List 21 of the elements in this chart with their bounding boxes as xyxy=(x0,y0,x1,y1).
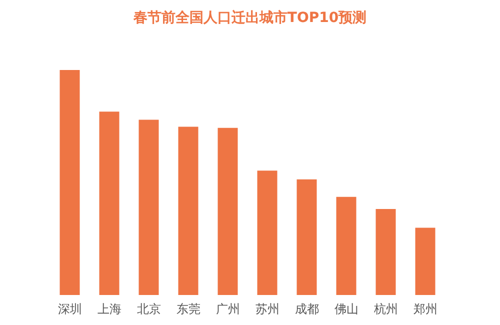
bar xyxy=(138,120,159,295)
bar xyxy=(218,128,238,295)
x-tick-label: 广州 xyxy=(216,302,240,316)
x-tick-label: 郑州 xyxy=(413,302,438,316)
bar xyxy=(257,170,278,295)
x-tick-label: 上海 xyxy=(97,302,122,316)
x-tick-label: 北京 xyxy=(136,302,161,316)
x-tick-label: 苏州 xyxy=(255,302,280,316)
x-tick-label: 成都 xyxy=(294,302,319,316)
x-tick-label: 东莞 xyxy=(176,302,200,316)
bar xyxy=(415,228,436,295)
bar xyxy=(60,70,80,295)
x-tick-label: 深圳 xyxy=(58,302,82,316)
x-tick-label: 佛山 xyxy=(334,302,358,316)
bar xyxy=(99,112,120,295)
x-tick-label: 杭州 xyxy=(372,302,398,316)
chart-title: 春节前全国人口迁出城市TOP10预测 xyxy=(132,9,367,26)
bar xyxy=(178,126,198,295)
bar xyxy=(336,196,356,295)
bar xyxy=(376,209,396,295)
bar xyxy=(296,179,317,295)
